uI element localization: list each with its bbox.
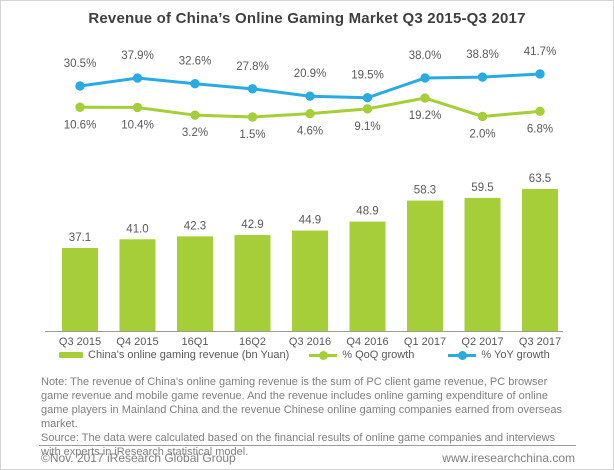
legend-item-revenue: China's online gaming revenue (bn Yuan) <box>59 349 289 361</box>
x-tick-label: 16Q1 <box>182 336 209 348</box>
yoy-value-label: 37.9% <box>121 50 154 62</box>
x-tick-label: Q3 2016 <box>289 336 331 348</box>
x-tick-label: Q2 2017 <box>461 336 503 348</box>
qoq-point <box>362 104 373 114</box>
qoq-value-label: 1.5% <box>239 129 265 141</box>
legend-item-yoy: % YoY growth <box>448 349 550 361</box>
yoy-value-label: 38.8% <box>466 49 499 61</box>
footer-divider <box>39 445 576 446</box>
bar-value-label: 41.0 <box>126 223 148 235</box>
line-dot-swatch-icon <box>448 350 477 360</box>
note-text: Note: The revenue of China's online gami… <box>41 376 562 430</box>
legend-item-qoq: % QoQ growth <box>309 349 414 361</box>
bar-value-label: 44.9 <box>299 215 321 227</box>
legend-label-revenue: China's online gaming revenue (bn Yuan) <box>88 349 290 361</box>
x-tick-label: Q3 2015 <box>59 336 101 348</box>
yoy-value-label: 30.5% <box>64 58 97 70</box>
yoy-point <box>132 73 143 83</box>
yoy-value-label: 32.6% <box>179 56 212 68</box>
yoy-point <box>75 81 85 91</box>
bar-value-label: 59.5 <box>471 182 493 194</box>
yoy-value-label: 20.9% <box>294 68 327 80</box>
legend-label-qoq: % QoQ growth <box>342 349 415 361</box>
qoq-value-label: 10.6% <box>64 119 97 131</box>
line-dot-swatch-icon <box>309 350 338 360</box>
qoq-point <box>305 108 315 119</box>
yoy-point <box>305 91 315 101</box>
qoq-value-label: 3.2% <box>182 127 208 139</box>
yoy-point <box>420 73 430 83</box>
bar-swatch-icon <box>59 352 83 358</box>
yoy-point <box>535 69 545 79</box>
website-text: www.iresearchchina.com <box>442 451 575 465</box>
yoy-value-label: 27.8% <box>236 61 269 73</box>
qoq-point <box>535 106 545 117</box>
qoq-value-label: 2.0% <box>469 128 495 140</box>
qoq-value-label: 9.1% <box>354 121 380 133</box>
revenue-bar <box>522 188 558 331</box>
combo-chart: 37.1 41.0 42.3 42.9 44.9 48.9 58.3 59.5 63.5 Q3 2… <box>45 46 563 348</box>
x-tick-label: Q4 2015 <box>116 336 158 348</box>
revenue-bar <box>407 200 443 331</box>
yoy-point <box>190 79 200 89</box>
qoq-point <box>190 110 200 120</box>
x-tick-label: Q1 2017 <box>404 336 446 348</box>
revenue-bar <box>464 197 501 331</box>
qoq-value-label: 10.4% <box>121 119 154 131</box>
revenue-bar <box>177 236 213 331</box>
revenue-bar <box>292 230 328 331</box>
legend-label-yoy: % YoY growth <box>481 349 550 361</box>
bar-value-label: 48.9 <box>356 206 378 218</box>
copyright-text: ©Nov. 2017 iResearch Global Group <box>41 451 236 465</box>
x-tick-label: Q3 2017 <box>519 336 561 348</box>
revenue-bar <box>119 239 156 331</box>
bar-value-label: 42.9 <box>241 219 263 231</box>
yoy-value-label: 19.5% <box>351 70 384 82</box>
yoy-value-label: 38.0% <box>409 50 442 62</box>
qoq-point <box>420 93 430 103</box>
qoq-value-label: 4.6% <box>297 126 323 138</box>
note-block: Note: The revenue of China's online gami… <box>41 375 577 459</box>
bar-value-label: 63.5 <box>529 173 551 185</box>
qoq-value-label: 6.8% <box>527 123 553 135</box>
legend: China's online gaming revenue (bn Yuan) … <box>59 349 550 361</box>
revenue-bar <box>62 248 98 331</box>
qoq-point <box>247 112 258 122</box>
qoq-point <box>477 111 488 122</box>
yoy-value-label: 41.7% <box>524 46 557 58</box>
chart-title: Revenue of China’s Online Gaming Market … <box>88 10 526 27</box>
yoy-point <box>247 84 258 94</box>
bar-value-label: 37.1 <box>69 232 91 244</box>
bar-value-label: 58.3 <box>414 185 436 197</box>
revenue-bar <box>349 221 386 331</box>
source-text: Source: The data were calculated based o… <box>41 432 556 458</box>
x-tick-label: 16Q2 <box>239 336 266 348</box>
qoq-point <box>132 102 143 113</box>
yoy-point <box>477 72 488 82</box>
bar-value-label: 42.3 <box>184 220 206 232</box>
revenue-bar <box>234 235 271 331</box>
footer: ©Nov. 2017 iResearch Global Group www.ir… <box>41 451 575 465</box>
qoq-point <box>75 102 85 112</box>
x-tick-label: Q4 2016 <box>346 336 388 348</box>
qoq-value-label: 19.2% <box>409 110 442 122</box>
yoy-point <box>362 93 373 103</box>
